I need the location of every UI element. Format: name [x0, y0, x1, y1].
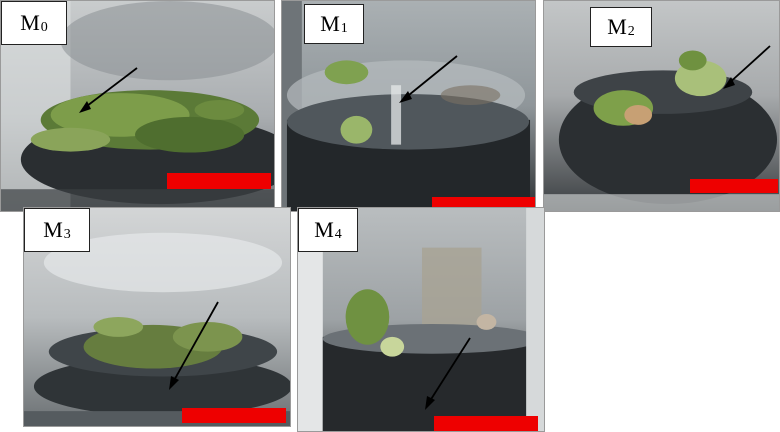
arrow-icon [425, 337, 471, 410]
arrow-icon [79, 67, 138, 113]
scale-bar [690, 179, 778, 193]
arrow-icon [723, 45, 771, 89]
culture-jar-photo [24, 208, 290, 426]
arrow-icon [169, 301, 219, 390]
culture-jar-photo [282, 1, 535, 211]
scale-bar [182, 408, 286, 423]
scale-bar [167, 173, 271, 189]
scale-bar [434, 416, 538, 431]
culture-jar-photo [544, 1, 779, 211]
arrow-icon [399, 55, 458, 103]
